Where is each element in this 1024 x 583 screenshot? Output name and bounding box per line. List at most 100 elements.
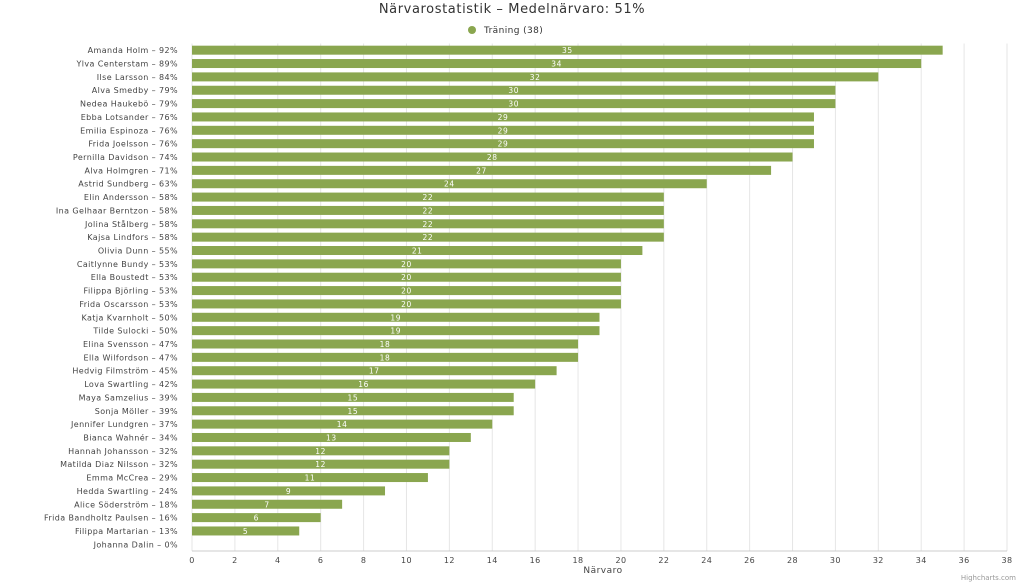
bar[interactable] xyxy=(192,392,514,402)
bar[interactable] xyxy=(192,339,579,349)
x-tick-label: 20 xyxy=(615,556,626,565)
bar[interactable] xyxy=(192,312,600,322)
bar[interactable] xyxy=(192,246,643,256)
x-tick-label: 18 xyxy=(573,556,584,565)
bar[interactable] xyxy=(192,219,664,229)
bar[interactable] xyxy=(192,259,621,269)
bar[interactable] xyxy=(192,286,621,296)
x-tick-label: 34 xyxy=(916,556,927,565)
bar[interactable] xyxy=(192,379,536,389)
category-label: Alice Söderström – 18% xyxy=(74,500,178,509)
data-label: 27 xyxy=(476,166,487,175)
x-tick-label: 38 xyxy=(1002,556,1013,565)
bar[interactable] xyxy=(192,419,493,429)
bar[interactable] xyxy=(192,299,621,309)
category-label: Ella Boustedt – 53% xyxy=(91,273,178,282)
bar[interactable] xyxy=(192,352,579,362)
legend-item[interactable]: Träning (38) xyxy=(468,26,543,36)
data-label: 30 xyxy=(508,86,519,95)
bar[interactable] xyxy=(192,232,664,242)
bar[interactable] xyxy=(192,406,514,416)
category-label: Hedda Swartling – 24% xyxy=(77,487,178,496)
bar[interactable] xyxy=(192,499,343,509)
bar[interactable] xyxy=(192,513,321,523)
data-label: 21 xyxy=(412,247,423,256)
x-tick-label: 30 xyxy=(830,556,841,565)
category-label: Jolina Stålberg – 58% xyxy=(84,219,178,229)
bar[interactable] xyxy=(192,179,707,189)
category-label: Elin Andersson – 58% xyxy=(84,193,178,202)
category-label: Astrid Sundberg – 63% xyxy=(78,180,178,189)
data-label: 9 xyxy=(286,487,291,496)
x-tick-label: 0 xyxy=(189,556,195,565)
bar[interactable] xyxy=(192,205,664,215)
x-tick-label: 10 xyxy=(401,556,412,565)
x-tick-label: 4 xyxy=(275,556,281,565)
bar[interactable] xyxy=(192,366,557,376)
bar[interactable] xyxy=(192,459,450,469)
data-label: 11 xyxy=(305,474,316,483)
bar[interactable] xyxy=(192,152,793,162)
bar[interactable] xyxy=(192,473,428,483)
data-label: 12 xyxy=(315,447,326,456)
bar[interactable] xyxy=(192,112,814,122)
data-label: 16 xyxy=(358,380,369,389)
chart-title: Närvarostatistik – Medelnärvaro: 51% xyxy=(379,2,645,17)
category-label: Hannah Johansson – 32% xyxy=(68,447,178,456)
bar[interactable] xyxy=(192,446,450,456)
category-label: Ylva Centerstam – 89% xyxy=(76,60,178,69)
category-label: Alva Holmgren – 71% xyxy=(85,166,178,175)
data-label: 29 xyxy=(498,140,509,149)
category-label: Pernilla Davidson – 74% xyxy=(73,153,178,162)
category-label: Caitlynne Bundy – 53% xyxy=(77,260,178,269)
data-label: 24 xyxy=(444,180,455,189)
category-label: Nedea Haukebö – 79% xyxy=(80,100,178,109)
category-label: Lova Swartling – 42% xyxy=(84,380,178,389)
x-axis-tick-labels: 0 2 4 6 8 10 12 14 16 18 20 22 24 26 28 30 32 34 36 38 xyxy=(189,556,1012,565)
x-axis-title: Närvaro xyxy=(583,566,622,576)
data-label: 30 xyxy=(508,100,519,109)
data-label: 22 xyxy=(423,206,434,215)
data-label: 20 xyxy=(401,300,412,309)
data-label: 14 xyxy=(337,420,348,429)
credits-link[interactable]: Highcharts.com xyxy=(961,574,1016,582)
x-tick-label: 32 xyxy=(873,556,884,565)
data-label: 18 xyxy=(380,353,391,362)
bar[interactable] xyxy=(192,272,621,282)
legend-marker xyxy=(468,26,476,34)
x-tick-label: 8 xyxy=(361,556,367,565)
bar[interactable] xyxy=(192,432,471,442)
legend-label: Träning (38) xyxy=(483,26,543,36)
bar[interactable] xyxy=(192,72,879,82)
bar[interactable] xyxy=(192,165,772,175)
bar[interactable] xyxy=(192,326,600,336)
category-label: Johanna Dalin – 0% xyxy=(93,540,178,549)
data-label: 17 xyxy=(369,367,380,376)
category-label: Maya Samzelius – 39% xyxy=(79,393,178,402)
bar[interactable] xyxy=(192,45,943,55)
bar[interactable] xyxy=(192,125,814,135)
data-label: 29 xyxy=(498,126,509,135)
category-label: Alva Smedby – 79% xyxy=(92,86,178,95)
bar[interactable] xyxy=(192,192,664,202)
category-label: Elina Svensson – 47% xyxy=(83,340,178,349)
category-label: Frida Oscarsson – 53% xyxy=(79,300,178,309)
category-label: Olivia Dunn – 55% xyxy=(98,247,178,256)
data-label: 15 xyxy=(347,393,358,402)
bar[interactable] xyxy=(192,526,300,536)
data-label: 22 xyxy=(423,233,434,242)
bar[interactable] xyxy=(192,99,836,109)
bar[interactable] xyxy=(192,59,922,69)
x-tick-label: 26 xyxy=(744,556,755,565)
bar[interactable] xyxy=(192,139,814,149)
data-label: 35 xyxy=(562,46,573,55)
x-tick-label: 36 xyxy=(959,556,970,565)
category-label: Amanda Holm – 92% xyxy=(88,46,178,55)
category-label: Frida Bandholtz Paulsen – 16% xyxy=(44,514,178,523)
category-label: Ella Wilfordson – 47% xyxy=(84,353,178,362)
category-label: Filippa Martarian – 13% xyxy=(75,527,178,536)
category-label: Ebba Lotsander – 76% xyxy=(81,113,178,122)
bar[interactable] xyxy=(192,486,386,496)
bar[interactable] xyxy=(192,85,836,95)
data-label: 32 xyxy=(530,73,541,82)
